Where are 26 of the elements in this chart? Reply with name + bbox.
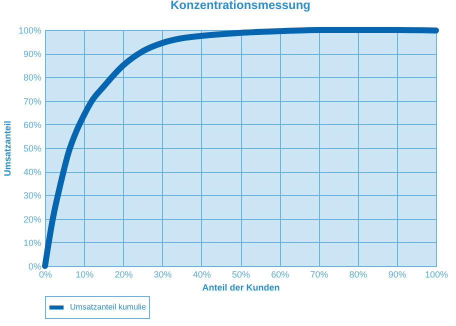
chart-title: Konzentrationsmessung — [170, 0, 311, 12]
x-tick-label: 10% — [76, 270, 94, 280]
x-tick-label: 90% — [388, 270, 406, 280]
y-axis-title: Umsatzanteil — [2, 120, 12, 176]
x-tick-label: 0% — [38, 270, 52, 280]
y-tick-label: 30% — [23, 190, 42, 201]
x-tick-label: 80% — [349, 270, 368, 280]
x-tick-label: 100% — [424, 270, 448, 280]
y-tick-label: 10% — [23, 238, 42, 248]
y-tick-label: 60% — [23, 120, 42, 130]
y-tick-label: 100% — [18, 26, 42, 36]
x-tick-label: 30% — [154, 270, 172, 280]
x-tick-label: 40% — [192, 270, 211, 280]
y-tick-label: 40% — [23, 167, 42, 178]
y-tick-label: 80% — [23, 72, 42, 83]
legend-label: Umsatzanteil kumulie — [70, 302, 147, 312]
y-tick-label: 50% — [23, 144, 42, 154]
y-tick-label: 20% — [23, 214, 42, 224]
y-tick-label: 70% — [23, 96, 42, 106]
x-tick-label: 70% — [310, 270, 328, 280]
x-tick-label: 50% — [232, 270, 250, 280]
y-tick-label: 0% — [28, 262, 42, 272]
x-axis-title: Anteil der Kunden — [202, 282, 280, 292]
x-tick-label: 60% — [271, 270, 290, 280]
x-tick-label: 20% — [114, 270, 133, 280]
y-tick-label: 90% — [23, 49, 42, 60]
